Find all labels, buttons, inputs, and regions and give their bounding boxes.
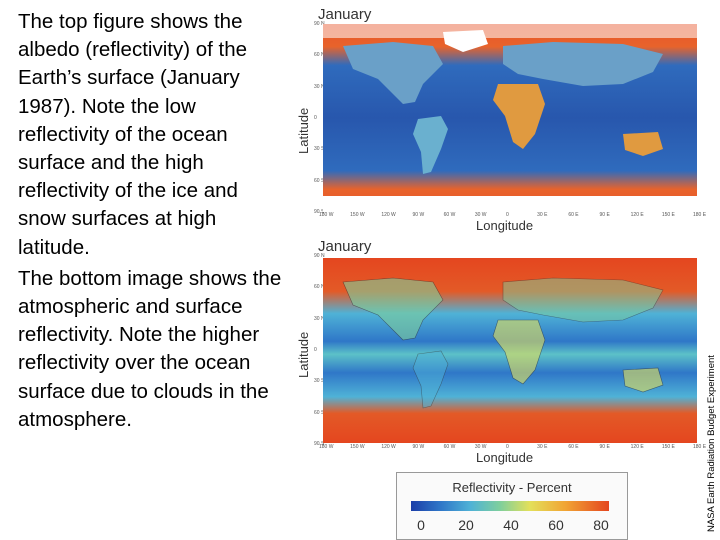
- lat-tick: 60 S: [314, 177, 325, 184]
- antarctic-ice: [323, 196, 697, 212]
- lat-tick: 30 N: [314, 315, 325, 322]
- lon-tick: 90 W: [412, 444, 425, 450]
- bottom-map-latitude-label: Latitude: [296, 331, 311, 378]
- lat-tick: 90 S: [314, 209, 325, 215]
- greenland: [443, 30, 488, 52]
- lat-tick: 60 N: [314, 52, 325, 59]
- legend-tick-label: 20: [458, 517, 474, 533]
- eurasia: [503, 42, 663, 86]
- africa: [493, 84, 545, 149]
- legend-title: Reflectivity - Percent: [452, 480, 572, 495]
- lon-tick: 30 W: [474, 444, 487, 450]
- north-america: [343, 42, 443, 104]
- lon-tick: 60 W: [443, 212, 456, 218]
- lon-tick: 120 W: [381, 212, 396, 218]
- top-map-title: January: [318, 6, 372, 23]
- lon-tick: 60 E: [568, 212, 579, 218]
- bottom-map-longitude-label: Longitude: [476, 450, 534, 465]
- lon-tick: 150 W: [350, 212, 365, 218]
- lon-tick: 90 E: [599, 444, 610, 450]
- lat-tick: 90 S: [314, 441, 325, 447]
- lon-tick: 120 E: [630, 444, 644, 450]
- top-albedo-map: [323, 24, 697, 212]
- eurasia-outline: [502, 277, 664, 323]
- description-text: The top figure shows the albedo (reflect…: [18, 8, 290, 437]
- africa-outline: [492, 319, 546, 385]
- arctic-ice: [323, 24, 697, 38]
- lat-tick: 30 S: [314, 146, 325, 153]
- legend-tick-label: 80: [593, 517, 609, 533]
- lon-tick: 120 E: [630, 212, 644, 218]
- top-map-panel: January Latitude 90 N 60 N 30 N 0 30 S 60 S 90…: [292, 4, 706, 236]
- lat-tick: 60 N: [314, 284, 325, 291]
- top-map-latitude-label: Latitude: [296, 107, 311, 154]
- lat-tick: 0: [314, 115, 317, 121]
- lon-tick: 0: [506, 212, 509, 218]
- bottom-reflectivity-map: [323, 258, 697, 443]
- legend-tick-label: 40: [503, 517, 519, 533]
- lat-tick: 30 N: [314, 83, 325, 90]
- lon-tick: 150 W: [350, 444, 365, 450]
- description-paragraph-2: The bottom image shows the atmospheric a…: [18, 266, 282, 431]
- source-credit: NASA Earth Radiation Budget Experiment: [706, 355, 717, 532]
- australia: [623, 132, 663, 156]
- north-america-outline: [342, 277, 444, 341]
- lon-tick: 90 W: [412, 212, 425, 218]
- lon-tick: 0: [506, 444, 509, 450]
- lon-tick: 60 W: [443, 444, 456, 450]
- lon-tick: 150 E: [661, 212, 675, 218]
- lon-tick: 30 E: [537, 444, 548, 450]
- description-paragraph-1: The top figure shows the albedo (reflect…: [18, 10, 248, 259]
- south-america-outline: [412, 350, 449, 409]
- legend-tick-label: 60: [548, 517, 564, 533]
- legend-color-bar: [411, 501, 609, 511]
- lon-tick: 180 W: [319, 444, 334, 450]
- lat-tick: 0: [314, 347, 317, 353]
- reflectivity-legend: Reflectivity - Percent 0 20 40 60 80: [396, 472, 628, 540]
- lat-tick: 90 N: [314, 253, 325, 259]
- lon-tick: 180 E: [693, 212, 707, 218]
- top-map-longitude-label: Longitude: [476, 218, 534, 233]
- lon-tick: 90 E: [599, 212, 610, 218]
- lon-tick: 30 E: [537, 212, 548, 218]
- bottom-map-panel: January Latitude 90 N 60 N 30 N 0 30 S 60 S 90…: [292, 236, 706, 468]
- lat-tick: 60 S: [314, 409, 325, 416]
- lon-tick: 60 E: [568, 444, 579, 450]
- south-america: [413, 116, 448, 174]
- australia-outline: [622, 367, 664, 393]
- lat-tick: 90 N: [314, 21, 325, 27]
- lon-tick: 120 W: [381, 444, 396, 450]
- lon-tick: 180 E: [693, 444, 707, 450]
- legend-tick-label: 0: [417, 517, 425, 533]
- lon-tick: 180 W: [319, 212, 334, 218]
- bottom-map-title: January: [318, 238, 372, 255]
- lon-tick: 30 W: [474, 212, 487, 218]
- lon-tick: 150 E: [661, 444, 675, 450]
- lat-tick: 30 S: [314, 378, 325, 385]
